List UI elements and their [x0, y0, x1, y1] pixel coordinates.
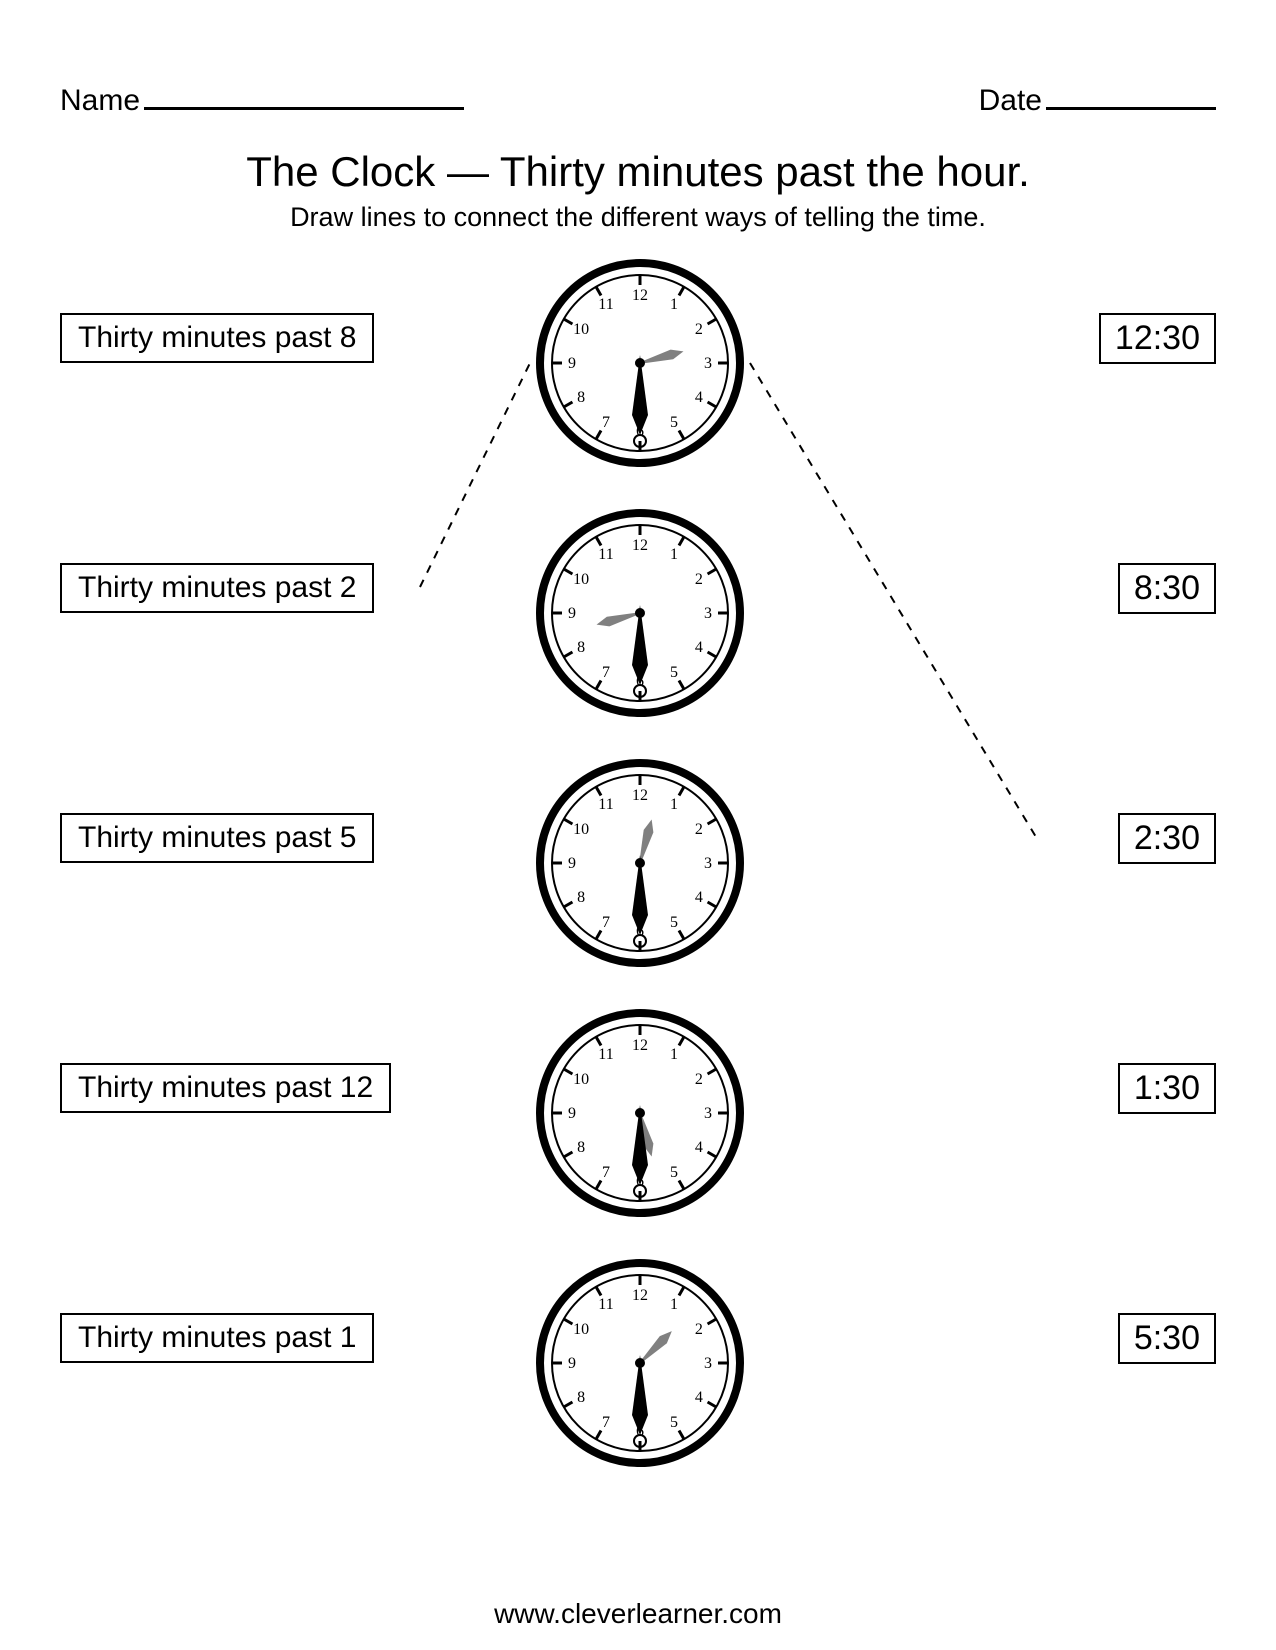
- worksheet-page: Name Date The Clock — Thirty minutes pas…: [60, 80, 1216, 1610]
- svg-text:10: 10: [573, 1321, 589, 1338]
- svg-text:7: 7: [602, 1164, 610, 1181]
- svg-text:5: 5: [670, 1164, 678, 1181]
- svg-text:3: 3: [704, 1105, 712, 1122]
- svg-text:2: 2: [695, 571, 703, 588]
- svg-text:2: 2: [695, 1321, 703, 1338]
- svg-text:1: 1: [670, 1296, 678, 1313]
- analog-clock[interactable]: 123456789101112: [530, 503, 750, 723]
- name-blank-line[interactable]: [144, 80, 464, 110]
- name-field[interactable]: Name: [60, 80, 464, 118]
- svg-text:10: 10: [573, 571, 589, 588]
- svg-text:12: 12: [632, 1037, 648, 1054]
- svg-text:2: 2: [695, 821, 703, 838]
- analog-clock[interactable]: 123456789101112: [530, 753, 750, 973]
- svg-text:9: 9: [568, 1105, 576, 1122]
- text-description-box[interactable]: Thirty minutes past 5: [60, 813, 374, 863]
- digital-time-box[interactable]: 5:30: [1118, 1313, 1216, 1364]
- analog-clock[interactable]: 123456789101112: [530, 253, 750, 473]
- svg-text:1: 1: [670, 1046, 678, 1063]
- date-label: Date: [979, 84, 1042, 117]
- svg-text:11: 11: [598, 296, 613, 313]
- svg-text:8: 8: [577, 1389, 585, 1406]
- svg-text:11: 11: [598, 796, 613, 813]
- svg-text:5: 5: [670, 1414, 678, 1431]
- svg-text:10: 10: [573, 1071, 589, 1088]
- svg-text:7: 7: [602, 914, 610, 931]
- svg-text:1: 1: [670, 796, 678, 813]
- text-description-box[interactable]: Thirty minutes past 8: [60, 313, 374, 363]
- text-description-box[interactable]: Thirty minutes past 1: [60, 1313, 374, 1363]
- svg-text:1: 1: [670, 546, 678, 563]
- svg-text:8: 8: [577, 1139, 585, 1156]
- svg-text:3: 3: [704, 1355, 712, 1372]
- matching-grid[interactable]: Thirty minutes past 8 Thirty minutes past…: [60, 253, 1216, 1533]
- column-clocks: 1234567891011121234567891011121234567891…: [500, 253, 780, 1533]
- svg-text:2: 2: [695, 321, 703, 338]
- text-description-box[interactable]: Thirty minutes past 12: [60, 1063, 391, 1113]
- svg-text:4: 4: [695, 1139, 703, 1156]
- digital-time-box[interactable]: 8:30: [1118, 563, 1216, 614]
- worksheet-title: The Clock — Thirty minutes past the hour…: [60, 148, 1216, 196]
- svg-text:1: 1: [670, 296, 678, 313]
- title-block: The Clock — Thirty minutes past the hour…: [60, 148, 1216, 233]
- svg-text:8: 8: [577, 389, 585, 406]
- svg-text:4: 4: [695, 389, 703, 406]
- digital-time-box[interactable]: 2:30: [1118, 813, 1216, 864]
- header-row: Name Date: [60, 80, 1216, 118]
- column-text-descriptions: Thirty minutes past 8 Thirty minutes past…: [60, 253, 420, 1533]
- svg-text:9: 9: [568, 1355, 576, 1372]
- worksheet-subtitle: Draw lines to connect the different ways…: [60, 202, 1216, 233]
- date-blank-line[interactable]: [1046, 80, 1216, 110]
- svg-text:9: 9: [568, 355, 576, 372]
- svg-text:10: 10: [573, 821, 589, 838]
- svg-text:9: 9: [568, 855, 576, 872]
- example-match-line: [750, 363, 1036, 837]
- svg-text:11: 11: [598, 546, 613, 563]
- svg-text:3: 3: [704, 355, 712, 372]
- analog-clock[interactable]: 123456789101112: [530, 1253, 750, 1473]
- svg-text:12: 12: [632, 1287, 648, 1304]
- svg-text:10: 10: [573, 321, 589, 338]
- svg-text:12: 12: [632, 287, 648, 304]
- svg-text:7: 7: [602, 1414, 610, 1431]
- svg-text:4: 4: [695, 889, 703, 906]
- date-field[interactable]: Date: [979, 80, 1216, 118]
- svg-text:5: 5: [670, 914, 678, 931]
- text-description-box[interactable]: Thirty minutes past 2: [60, 563, 374, 613]
- analog-clock[interactable]: 123456789101112: [530, 1003, 750, 1223]
- svg-text:5: 5: [670, 664, 678, 681]
- svg-text:3: 3: [704, 855, 712, 872]
- svg-text:3: 3: [704, 605, 712, 622]
- svg-text:4: 4: [695, 1389, 703, 1406]
- footer-url: www.cleverlearner.com: [0, 1598, 1276, 1630]
- digital-time-box[interactable]: 12:30: [1099, 313, 1216, 364]
- svg-text:4: 4: [695, 639, 703, 656]
- svg-text:11: 11: [598, 1296, 613, 1313]
- digital-time-box[interactable]: 1:30: [1118, 1063, 1216, 1114]
- column-digital-times: 12:30 8:30 2:30 1:30 5:30: [1036, 253, 1216, 1533]
- svg-text:7: 7: [602, 664, 610, 681]
- svg-text:8: 8: [577, 639, 585, 656]
- svg-text:8: 8: [577, 889, 585, 906]
- svg-text:9: 9: [568, 605, 576, 622]
- name-label: Name: [60, 84, 140, 117]
- svg-text:7: 7: [602, 414, 610, 431]
- svg-text:12: 12: [632, 787, 648, 804]
- svg-text:12: 12: [632, 537, 648, 554]
- svg-text:11: 11: [598, 1046, 613, 1063]
- svg-text:2: 2: [695, 1071, 703, 1088]
- svg-text:5: 5: [670, 414, 678, 431]
